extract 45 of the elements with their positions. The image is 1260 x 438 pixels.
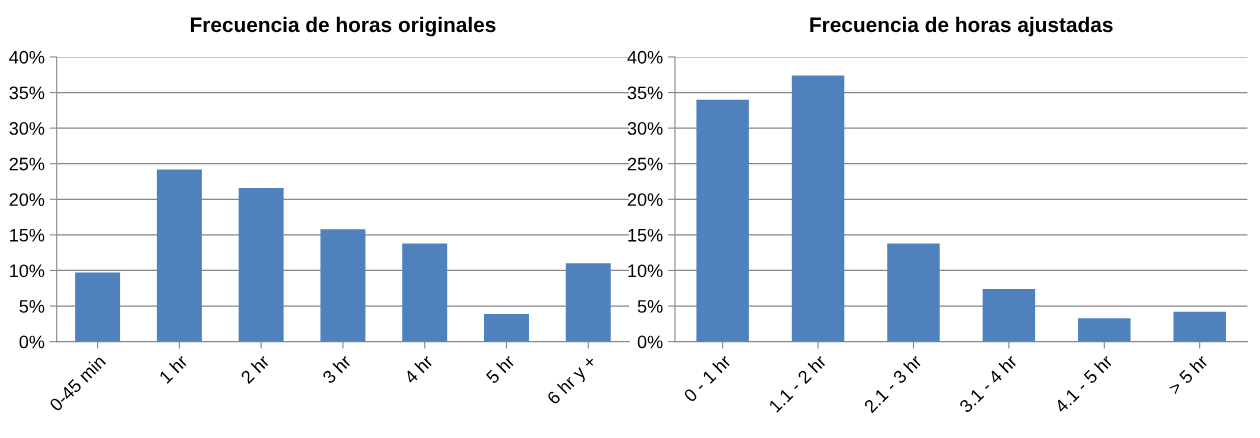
y-tick-label: 30% xyxy=(627,122,663,135)
bar xyxy=(75,272,121,342)
bar xyxy=(1173,311,1226,342)
x-tick-label: 2 hr xyxy=(239,353,271,385)
x-tick-label: 4.1 - 5 hr xyxy=(1053,353,1114,414)
chart-title: Frecuencia de horas originales xyxy=(190,16,496,37)
x-tick-label: 5 hr xyxy=(485,353,516,385)
y-tick-label: 30% xyxy=(9,122,45,135)
x-tick-label: 3 hr xyxy=(321,353,353,385)
bar xyxy=(1078,318,1131,342)
bar xyxy=(402,243,448,342)
y-tick-label: 20% xyxy=(9,193,45,207)
y-tick-label: 10% xyxy=(10,264,45,278)
chart-title: Frecuencia de horas ajustadas xyxy=(810,16,1113,37)
y-tick-label: 15% xyxy=(628,228,663,242)
y-tick-label: 25% xyxy=(9,157,45,171)
bar xyxy=(565,263,611,342)
y-tick-label: 15% xyxy=(10,228,45,242)
y-tick-label: 35% xyxy=(9,86,45,100)
x-tick-label: > 5 hr xyxy=(1167,353,1209,396)
bar xyxy=(696,99,749,342)
bar xyxy=(887,243,940,342)
y-tick-label: 5% xyxy=(637,300,663,313)
bar xyxy=(483,313,529,342)
bar xyxy=(238,187,284,342)
y-tick-label: 5% xyxy=(19,300,45,313)
y-tick-label: 25% xyxy=(627,157,663,171)
bar xyxy=(791,75,845,342)
y-tick-label: 0% xyxy=(637,335,663,349)
y-tick-label: 10% xyxy=(628,264,663,278)
bar xyxy=(156,169,202,342)
x-tick-label: 4 hr xyxy=(403,353,434,385)
x-tick-label: 1.1 - 2 hr xyxy=(767,353,828,413)
x-tick-label: 3.1 - 4 hr xyxy=(958,353,1019,414)
x-tick-label: 1 hr xyxy=(158,353,189,384)
x-tick-label: 2.1 - 3 hr xyxy=(863,353,923,414)
y-tick-label: 40% xyxy=(627,50,663,64)
y-tick-label: 40% xyxy=(9,50,45,64)
bar xyxy=(982,288,1036,342)
y-tick-label: 35% xyxy=(627,86,663,100)
x-tick-label: 0 - 1 hr xyxy=(682,353,732,403)
y-tick-label: 20% xyxy=(627,193,663,207)
y-tick-label: 0% xyxy=(19,335,45,349)
bar xyxy=(320,229,366,342)
x-tick-label: 6 hr y + xyxy=(545,354,600,408)
